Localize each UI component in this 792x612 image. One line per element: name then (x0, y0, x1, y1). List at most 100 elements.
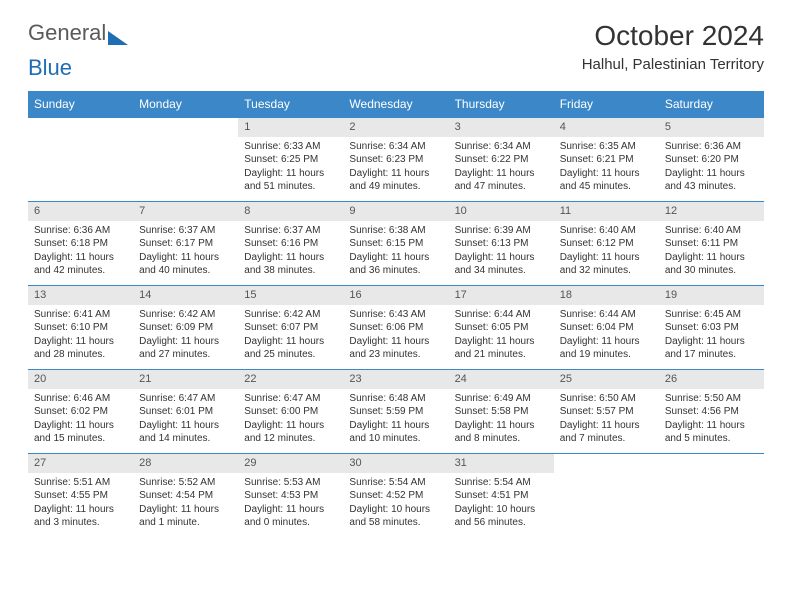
calendar-cell (659, 454, 764, 538)
calendar-cell: 26Sunrise: 5:50 AMSunset: 4:56 PMDayligh… (659, 370, 764, 454)
location-subtitle: Halhul, Palestinian Territory (582, 56, 764, 73)
sunrise-text: Sunrise: 6:35 AM (560, 140, 653, 154)
day-number: 21 (133, 370, 238, 389)
day-number: 12 (659, 202, 764, 221)
sunset-text: Sunset: 6:15 PM (349, 237, 442, 251)
sunset-text: Sunset: 5:58 PM (455, 405, 548, 419)
calendar-cell: 11Sunrise: 6:40 AMSunset: 6:12 PMDayligh… (554, 202, 659, 286)
day-number: 26 (659, 370, 764, 389)
sunrise-text: Sunrise: 5:53 AM (244, 476, 337, 490)
calendar-cell: 13Sunrise: 6:41 AMSunset: 6:10 PMDayligh… (28, 286, 133, 370)
daylight-text: Daylight: 11 hours and 10 minutes. (349, 419, 442, 446)
day-number: 13 (28, 286, 133, 305)
daylight-text: Daylight: 11 hours and 43 minutes. (665, 167, 758, 194)
sunset-text: Sunset: 6:20 PM (665, 153, 758, 167)
calendar-cell (554, 454, 659, 538)
sunset-text: Sunset: 4:52 PM (349, 489, 442, 503)
sunset-text: Sunset: 5:57 PM (560, 405, 653, 419)
sunrise-text: Sunrise: 6:38 AM (349, 224, 442, 238)
day-header: Wednesday (343, 91, 448, 118)
calendar-cell (133, 118, 238, 202)
day-number: 28 (133, 454, 238, 473)
calendar-cell: 20Sunrise: 6:46 AMSunset: 6:02 PMDayligh… (28, 370, 133, 454)
sunrise-text: Sunrise: 6:41 AM (34, 308, 127, 322)
sunrise-text: Sunrise: 6:34 AM (349, 140, 442, 154)
day-details: Sunrise: 6:48 AMSunset: 5:59 PMDaylight:… (343, 389, 448, 449)
calendar-cell: 1Sunrise: 6:33 AMSunset: 6:25 PMDaylight… (238, 118, 343, 202)
logo-word1: General (28, 20, 106, 46)
day-details: Sunrise: 6:36 AMSunset: 6:18 PMDaylight:… (28, 221, 133, 281)
calendar-cell: 15Sunrise: 6:42 AMSunset: 6:07 PMDayligh… (238, 286, 343, 370)
sunset-text: Sunset: 6:02 PM (34, 405, 127, 419)
day-details: Sunrise: 6:34 AMSunset: 6:23 PMDaylight:… (343, 137, 448, 197)
daylight-text: Daylight: 11 hours and 51 minutes. (244, 167, 337, 194)
sunrise-text: Sunrise: 6:36 AM (665, 140, 758, 154)
calendar-cell: 9Sunrise: 6:38 AMSunset: 6:15 PMDaylight… (343, 202, 448, 286)
day-details: Sunrise: 6:40 AMSunset: 6:11 PMDaylight:… (659, 221, 764, 281)
daylight-text: Daylight: 11 hours and 28 minutes. (34, 335, 127, 362)
sunrise-text: Sunrise: 6:47 AM (139, 392, 232, 406)
daylight-text: Daylight: 11 hours and 15 minutes. (34, 419, 127, 446)
sunset-text: Sunset: 6:03 PM (665, 321, 758, 335)
daylight-text: Daylight: 11 hours and 21 minutes. (455, 335, 548, 362)
day-details: Sunrise: 5:53 AMSunset: 4:53 PMDaylight:… (238, 473, 343, 533)
day-details: Sunrise: 5:51 AMSunset: 4:55 PMDaylight:… (28, 473, 133, 533)
day-header: Tuesday (238, 91, 343, 118)
calendar-cell: 3Sunrise: 6:34 AMSunset: 6:22 PMDaylight… (449, 118, 554, 202)
day-details: Sunrise: 5:54 AMSunset: 4:51 PMDaylight:… (449, 473, 554, 533)
day-number: 25 (554, 370, 659, 389)
day-details: Sunrise: 6:49 AMSunset: 5:58 PMDaylight:… (449, 389, 554, 449)
day-header-row: SundayMondayTuesdayWednesdayThursdayFrid… (28, 91, 764, 118)
day-number: 18 (554, 286, 659, 305)
day-details: Sunrise: 6:37 AMSunset: 6:16 PMDaylight:… (238, 221, 343, 281)
calendar-cell: 23Sunrise: 6:48 AMSunset: 5:59 PMDayligh… (343, 370, 448, 454)
calendar-row: 13Sunrise: 6:41 AMSunset: 6:10 PMDayligh… (28, 286, 764, 370)
sunset-text: Sunset: 4:54 PM (139, 489, 232, 503)
sunrise-text: Sunrise: 6:37 AM (244, 224, 337, 238)
day-number: 1 (238, 118, 343, 137)
sunset-text: Sunset: 6:00 PM (244, 405, 337, 419)
daylight-text: Daylight: 11 hours and 3 minutes. (34, 503, 127, 530)
sunrise-text: Sunrise: 5:50 AM (665, 392, 758, 406)
daylight-text: Daylight: 11 hours and 17 minutes. (665, 335, 758, 362)
sunrise-text: Sunrise: 6:50 AM (560, 392, 653, 406)
sunset-text: Sunset: 6:21 PM (560, 153, 653, 167)
day-number: 17 (449, 286, 554, 305)
daylight-text: Daylight: 11 hours and 32 minutes. (560, 251, 653, 278)
calendar-cell: 22Sunrise: 6:47 AMSunset: 6:00 PMDayligh… (238, 370, 343, 454)
daylight-text: Daylight: 11 hours and 27 minutes. (139, 335, 232, 362)
day-number: 20 (28, 370, 133, 389)
calendar-head: SundayMondayTuesdayWednesdayThursdayFrid… (28, 91, 764, 118)
day-details: Sunrise: 6:47 AMSunset: 6:01 PMDaylight:… (133, 389, 238, 449)
daylight-text: Daylight: 11 hours and 42 minutes. (34, 251, 127, 278)
day-details: Sunrise: 6:37 AMSunset: 6:17 PMDaylight:… (133, 221, 238, 281)
day-number: 10 (449, 202, 554, 221)
day-number: 4 (554, 118, 659, 137)
day-details: Sunrise: 6:41 AMSunset: 6:10 PMDaylight:… (28, 305, 133, 365)
sunrise-text: Sunrise: 5:52 AM (139, 476, 232, 490)
calendar-table: SundayMondayTuesdayWednesdayThursdayFrid… (28, 91, 764, 538)
daylight-text: Daylight: 11 hours and 19 minutes. (560, 335, 653, 362)
sunset-text: Sunset: 6:22 PM (455, 153, 548, 167)
day-details: Sunrise: 6:43 AMSunset: 6:06 PMDaylight:… (343, 305, 448, 365)
day-number: 30 (343, 454, 448, 473)
sunrise-text: Sunrise: 6:48 AM (349, 392, 442, 406)
logo: General (28, 20, 128, 46)
sunrise-text: Sunrise: 6:45 AM (665, 308, 758, 322)
day-details: Sunrise: 5:54 AMSunset: 4:52 PMDaylight:… (343, 473, 448, 533)
calendar-cell: 28Sunrise: 5:52 AMSunset: 4:54 PMDayligh… (133, 454, 238, 538)
daylight-text: Daylight: 11 hours and 30 minutes. (665, 251, 758, 278)
day-number: 29 (238, 454, 343, 473)
daylight-text: Daylight: 11 hours and 5 minutes. (665, 419, 758, 446)
day-number: 24 (449, 370, 554, 389)
calendar-cell: 16Sunrise: 6:43 AMSunset: 6:06 PMDayligh… (343, 286, 448, 370)
day-details: Sunrise: 6:42 AMSunset: 6:07 PMDaylight:… (238, 305, 343, 365)
day-header: Monday (133, 91, 238, 118)
daylight-text: Daylight: 11 hours and 47 minutes. (455, 167, 548, 194)
day-number: 7 (133, 202, 238, 221)
day-details: Sunrise: 5:52 AMSunset: 4:54 PMDaylight:… (133, 473, 238, 533)
title-block: October 2024 Halhul, Palestinian Territo… (582, 20, 764, 73)
daylight-text: Daylight: 11 hours and 7 minutes. (560, 419, 653, 446)
logo-triangle-icon (108, 25, 128, 41)
calendar-cell: 24Sunrise: 6:49 AMSunset: 5:58 PMDayligh… (449, 370, 554, 454)
